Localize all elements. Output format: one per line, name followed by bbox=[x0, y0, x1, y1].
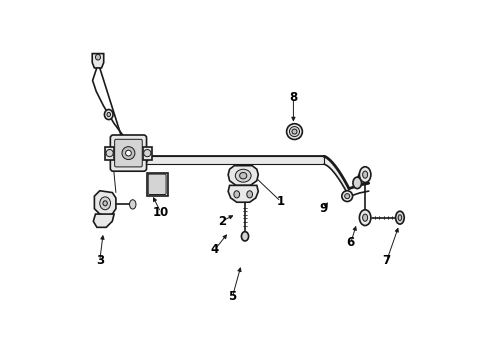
Polygon shape bbox=[328, 159, 329, 167]
Text: 7: 7 bbox=[383, 254, 391, 267]
Ellipse shape bbox=[359, 210, 371, 226]
Ellipse shape bbox=[122, 147, 135, 159]
Ellipse shape bbox=[96, 54, 100, 60]
FancyBboxPatch shape bbox=[148, 174, 166, 194]
Bar bbox=[105, 147, 114, 159]
Polygon shape bbox=[343, 178, 344, 187]
Polygon shape bbox=[325, 157, 326, 165]
Ellipse shape bbox=[106, 149, 113, 157]
Ellipse shape bbox=[129, 200, 136, 209]
Ellipse shape bbox=[104, 109, 113, 120]
Ellipse shape bbox=[395, 211, 404, 224]
Ellipse shape bbox=[344, 194, 350, 199]
Polygon shape bbox=[329, 159, 330, 168]
Bar bbox=[143, 147, 151, 159]
Polygon shape bbox=[345, 181, 346, 190]
Polygon shape bbox=[332, 163, 333, 171]
Polygon shape bbox=[93, 214, 114, 227]
Polygon shape bbox=[228, 185, 258, 202]
Ellipse shape bbox=[100, 197, 111, 210]
Polygon shape bbox=[347, 185, 348, 194]
FancyBboxPatch shape bbox=[115, 139, 142, 167]
Polygon shape bbox=[324, 157, 325, 165]
Text: 8: 8 bbox=[289, 91, 297, 104]
Ellipse shape bbox=[363, 171, 368, 178]
Polygon shape bbox=[335, 166, 336, 174]
Ellipse shape bbox=[342, 191, 353, 202]
Ellipse shape bbox=[359, 167, 371, 183]
Ellipse shape bbox=[292, 129, 297, 134]
Ellipse shape bbox=[247, 191, 252, 198]
Polygon shape bbox=[326, 157, 327, 166]
Text: 9: 9 bbox=[320, 202, 328, 215]
Polygon shape bbox=[346, 184, 347, 193]
Text: 4: 4 bbox=[210, 243, 219, 256]
Ellipse shape bbox=[235, 169, 251, 182]
Polygon shape bbox=[337, 168, 338, 177]
Polygon shape bbox=[340, 173, 341, 182]
Bar bbox=[147, 173, 168, 196]
Text: 10: 10 bbox=[152, 206, 169, 219]
Polygon shape bbox=[348, 187, 349, 197]
Polygon shape bbox=[228, 166, 258, 185]
Ellipse shape bbox=[240, 172, 247, 179]
Text: 5: 5 bbox=[228, 290, 237, 303]
Ellipse shape bbox=[144, 149, 151, 157]
Polygon shape bbox=[334, 165, 335, 174]
Polygon shape bbox=[92, 54, 104, 68]
Polygon shape bbox=[95, 191, 116, 216]
Text: 2: 2 bbox=[218, 215, 226, 228]
Ellipse shape bbox=[290, 127, 299, 136]
Ellipse shape bbox=[353, 177, 362, 189]
Ellipse shape bbox=[234, 191, 240, 198]
FancyBboxPatch shape bbox=[110, 135, 147, 171]
Polygon shape bbox=[341, 175, 342, 184]
Polygon shape bbox=[342, 176, 343, 185]
Ellipse shape bbox=[125, 150, 131, 156]
Text: 3: 3 bbox=[96, 254, 104, 267]
Bar bbox=[145, 156, 324, 164]
Polygon shape bbox=[338, 170, 339, 179]
Ellipse shape bbox=[363, 214, 368, 221]
Polygon shape bbox=[331, 161, 332, 170]
Text: 6: 6 bbox=[346, 236, 355, 249]
Ellipse shape bbox=[242, 231, 248, 241]
Polygon shape bbox=[344, 180, 345, 189]
Polygon shape bbox=[333, 163, 334, 172]
Text: 1: 1 bbox=[277, 195, 285, 208]
Ellipse shape bbox=[107, 112, 111, 117]
Ellipse shape bbox=[398, 215, 402, 221]
Polygon shape bbox=[327, 158, 328, 166]
Polygon shape bbox=[339, 171, 340, 180]
Ellipse shape bbox=[287, 124, 302, 139]
Polygon shape bbox=[336, 167, 337, 176]
Polygon shape bbox=[330, 161, 331, 169]
Ellipse shape bbox=[103, 201, 107, 206]
